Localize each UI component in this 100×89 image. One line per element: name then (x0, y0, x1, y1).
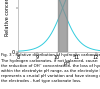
X-axis label: pH: pH (63, 61, 70, 66)
Text: Fig. 3 - Relative distribution of hydrogen carbonate and carbonate anions in an : Fig. 3 - Relative distribution of hydrog… (1, 53, 100, 83)
Y-axis label: Relative concentration: Relative concentration (5, 0, 10, 36)
Bar (58, 0, 68, 52)
